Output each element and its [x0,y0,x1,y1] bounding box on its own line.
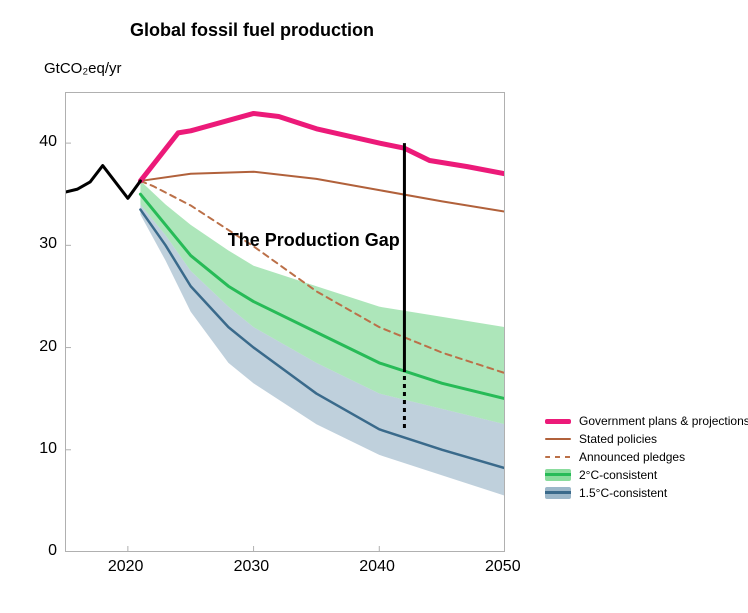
y-tick-label: 0 [48,542,57,560]
legend-swatch [545,456,571,458]
x-tick-label: 2050 [485,558,521,576]
legend-swatch [545,487,571,499]
legend-label: 1.5°C-consistent [579,486,667,500]
legend-item: Government plans & projections [545,414,748,428]
x-tick-label: 2040 [359,558,395,576]
y-tick-label: 30 [39,235,57,253]
production-gap-annotation: The Production Gap [228,230,400,251]
legend-item: Announced pledges [545,450,748,464]
x-tick-label: 2030 [234,558,270,576]
legend: Government plans & projections Stated pol… [545,414,748,504]
y-axis-label: GtCO₂eq/yr [44,60,122,77]
y-tick-label: 40 [39,133,57,151]
legend-label: Announced pledges [579,450,685,464]
legend-label: 2°C-consistent [579,468,657,482]
legend-item: 1.5°C-consistent [545,486,748,500]
chart-title: Global fossil fuel production [130,20,374,41]
legend-label: Stated policies [579,432,657,446]
chart-svg [65,92,505,552]
y-tick-label: 20 [39,338,57,356]
y-tick-label: 10 [39,440,57,458]
x-tick-label: 2020 [108,558,144,576]
legend-swatch [545,469,571,481]
legend-item: Stated policies [545,432,748,446]
legend-item: 2°C-consistent [545,468,748,482]
legend-swatch [545,438,571,440]
legend-swatch [545,419,571,424]
legend-label: Government plans & projections [579,414,748,428]
